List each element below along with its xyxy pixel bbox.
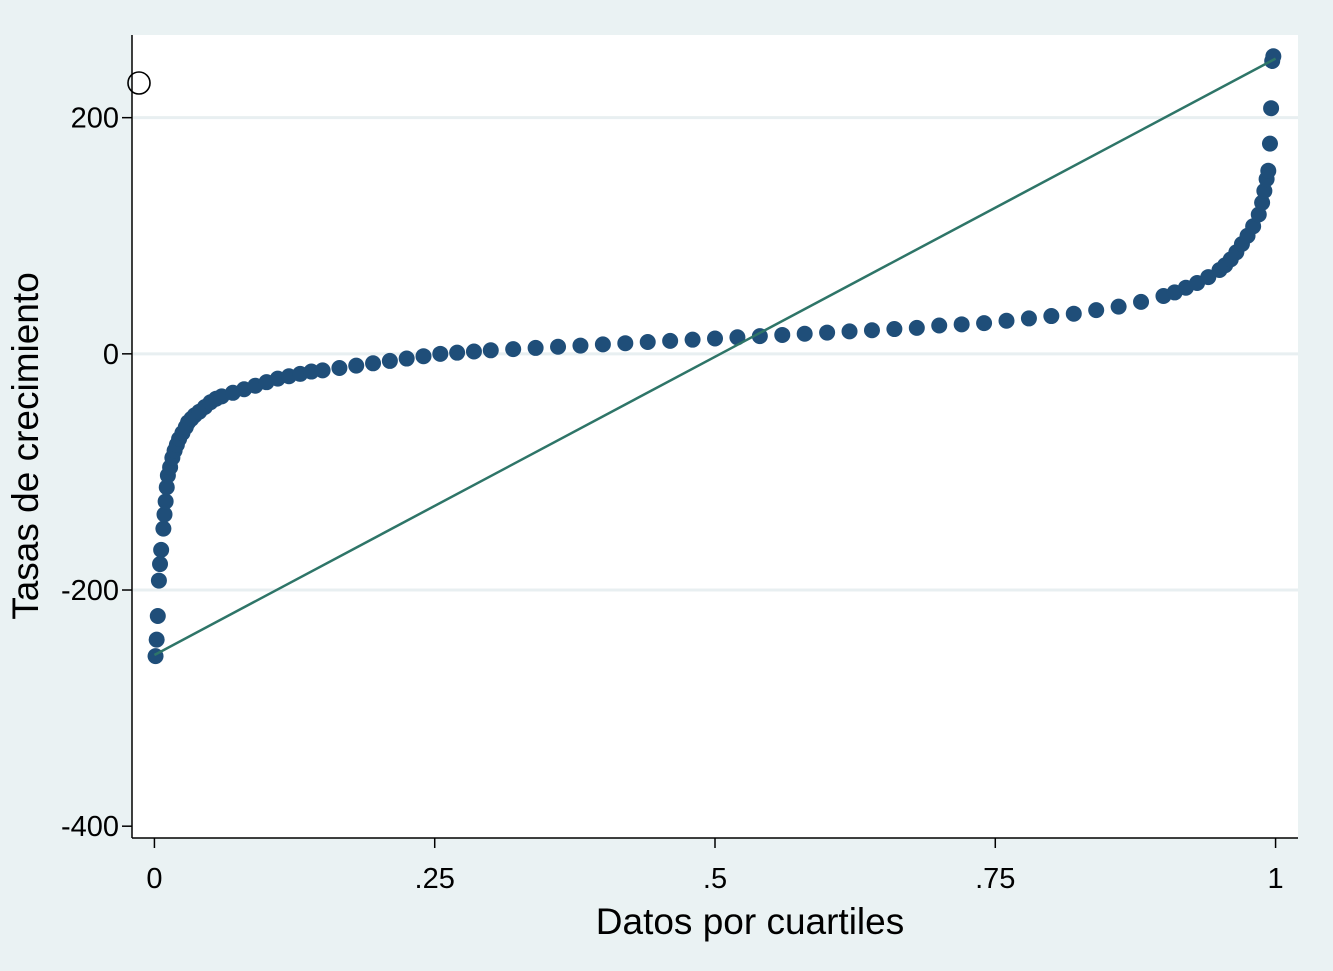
- data-point: [774, 326, 791, 343]
- data-point: [1133, 293, 1150, 310]
- data-point: [415, 348, 432, 365]
- gridlines: [133, 116, 1298, 592]
- y-tick-label: 200: [71, 103, 119, 135]
- data-point: [314, 362, 331, 379]
- data-point: [1256, 182, 1273, 199]
- x-tick-label: .75: [975, 863, 1015, 895]
- data-point: [998, 312, 1015, 329]
- data-point: [156, 506, 173, 523]
- x-tick-label: 0: [146, 863, 162, 895]
- data-point: [819, 324, 836, 341]
- data-point: [1261, 135, 1278, 152]
- data-point: [908, 319, 925, 336]
- data-point: [527, 339, 544, 356]
- x-axis-title: Datos por cuartiles: [596, 901, 904, 942]
- data-point: [572, 337, 589, 354]
- data-point: [155, 520, 172, 537]
- data-point: [1110, 298, 1127, 315]
- data-point: [796, 325, 813, 342]
- data-point: [729, 329, 746, 346]
- data-point: [149, 607, 166, 624]
- data-point: [1265, 48, 1282, 65]
- data-point: [1088, 302, 1105, 319]
- data-layer: [147, 48, 1282, 665]
- data-point: [432, 345, 449, 362]
- axes: [122, 35, 1298, 848]
- y-tick-label: -400: [61, 811, 119, 843]
- data-point: [550, 338, 567, 355]
- data-point: [1263, 100, 1280, 117]
- plot-area: [132, 35, 1298, 838]
- data-point: [1260, 162, 1277, 179]
- data-point: [398, 350, 415, 367]
- data-point: [157, 493, 174, 510]
- x-tick-label: .5: [703, 863, 727, 895]
- x-tick-label: 1: [1268, 863, 1284, 895]
- data-point: [449, 344, 466, 361]
- data-point: [863, 322, 880, 339]
- data-point: [594, 336, 611, 353]
- legend-marker-icon: [127, 71, 151, 95]
- data-point: [152, 556, 169, 573]
- data-point: [1065, 305, 1082, 322]
- data-point: [348, 357, 365, 374]
- data-point: [886, 321, 903, 338]
- data-point: [482, 342, 499, 359]
- data-point: [381, 352, 398, 369]
- data-point: [707, 330, 723, 347]
- data-point: [976, 315, 993, 332]
- y-axis-title: Tasas de crecimiento: [5, 272, 46, 620]
- data-point: [153, 541, 170, 558]
- data-point: [1254, 194, 1271, 211]
- data-point: [1043, 308, 1060, 325]
- y-tick-label: -200: [61, 575, 119, 607]
- data-point: [617, 335, 634, 352]
- data-point: [158, 479, 175, 496]
- data-point: [931, 317, 948, 334]
- tick-labels: 200 0 -200 -400 0 .25 .5 .75 1: [61, 103, 1284, 895]
- reference-line: [153, 57, 1277, 657]
- data-point: [465, 343, 482, 360]
- data-point: [662, 332, 679, 349]
- data-point: [639, 334, 656, 351]
- data-point: [150, 572, 167, 589]
- data-point: [148, 631, 165, 648]
- data-point: [331, 360, 348, 377]
- data-point: [953, 316, 970, 333]
- x-tick-label: .25: [415, 863, 455, 895]
- data-point: [365, 355, 382, 372]
- data-point: [505, 341, 522, 358]
- data-point: [684, 331, 701, 348]
- data-point: [841, 323, 858, 340]
- y-tick-label: 0: [103, 339, 119, 371]
- data-point: [1020, 310, 1037, 327]
